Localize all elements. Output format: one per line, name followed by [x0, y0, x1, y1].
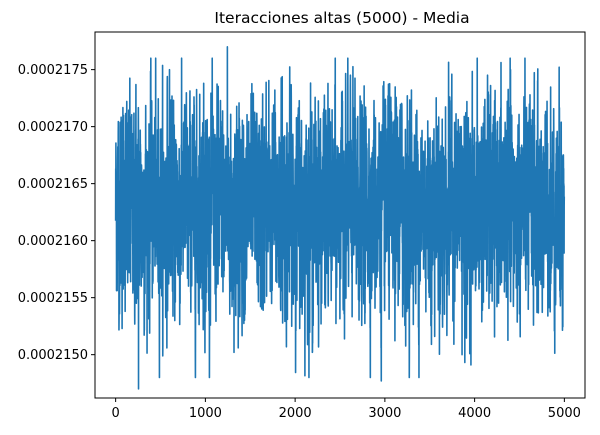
series-line [114, 46, 566, 390]
x-tick-label: 2000 [279, 406, 312, 421]
x-tick-label: 0 [112, 406, 120, 421]
chart-title: Iteracciones altas (5000) - Media [214, 9, 469, 27]
axes-frame [94, 31, 586, 399]
x-tick-label: 4000 [458, 406, 491, 421]
y-tick-label: 0.0002160 [18, 234, 88, 249]
y-tick-label: 0.0002165 [18, 177, 88, 192]
y-tick-label: 0.0002150 [18, 348, 88, 363]
y-axis: 0.0002150 0.0002155 0.0002160 0.0002165 0.00… [18, 63, 95, 363]
x-tick-label: 3000 [368, 406, 401, 421]
x-axis: 0 1000 2000 3000 4000 5000 [112, 398, 581, 421]
y-tick-label: 0.0002170 [18, 120, 88, 135]
x-tick-label: 5000 [548, 406, 581, 421]
y-tick-label: 0.0002175 [18, 63, 88, 78]
plot-area [114, 46, 566, 390]
x-tick-label: 1000 [189, 406, 222, 421]
y-tick-label: 0.0002155 [18, 291, 88, 306]
